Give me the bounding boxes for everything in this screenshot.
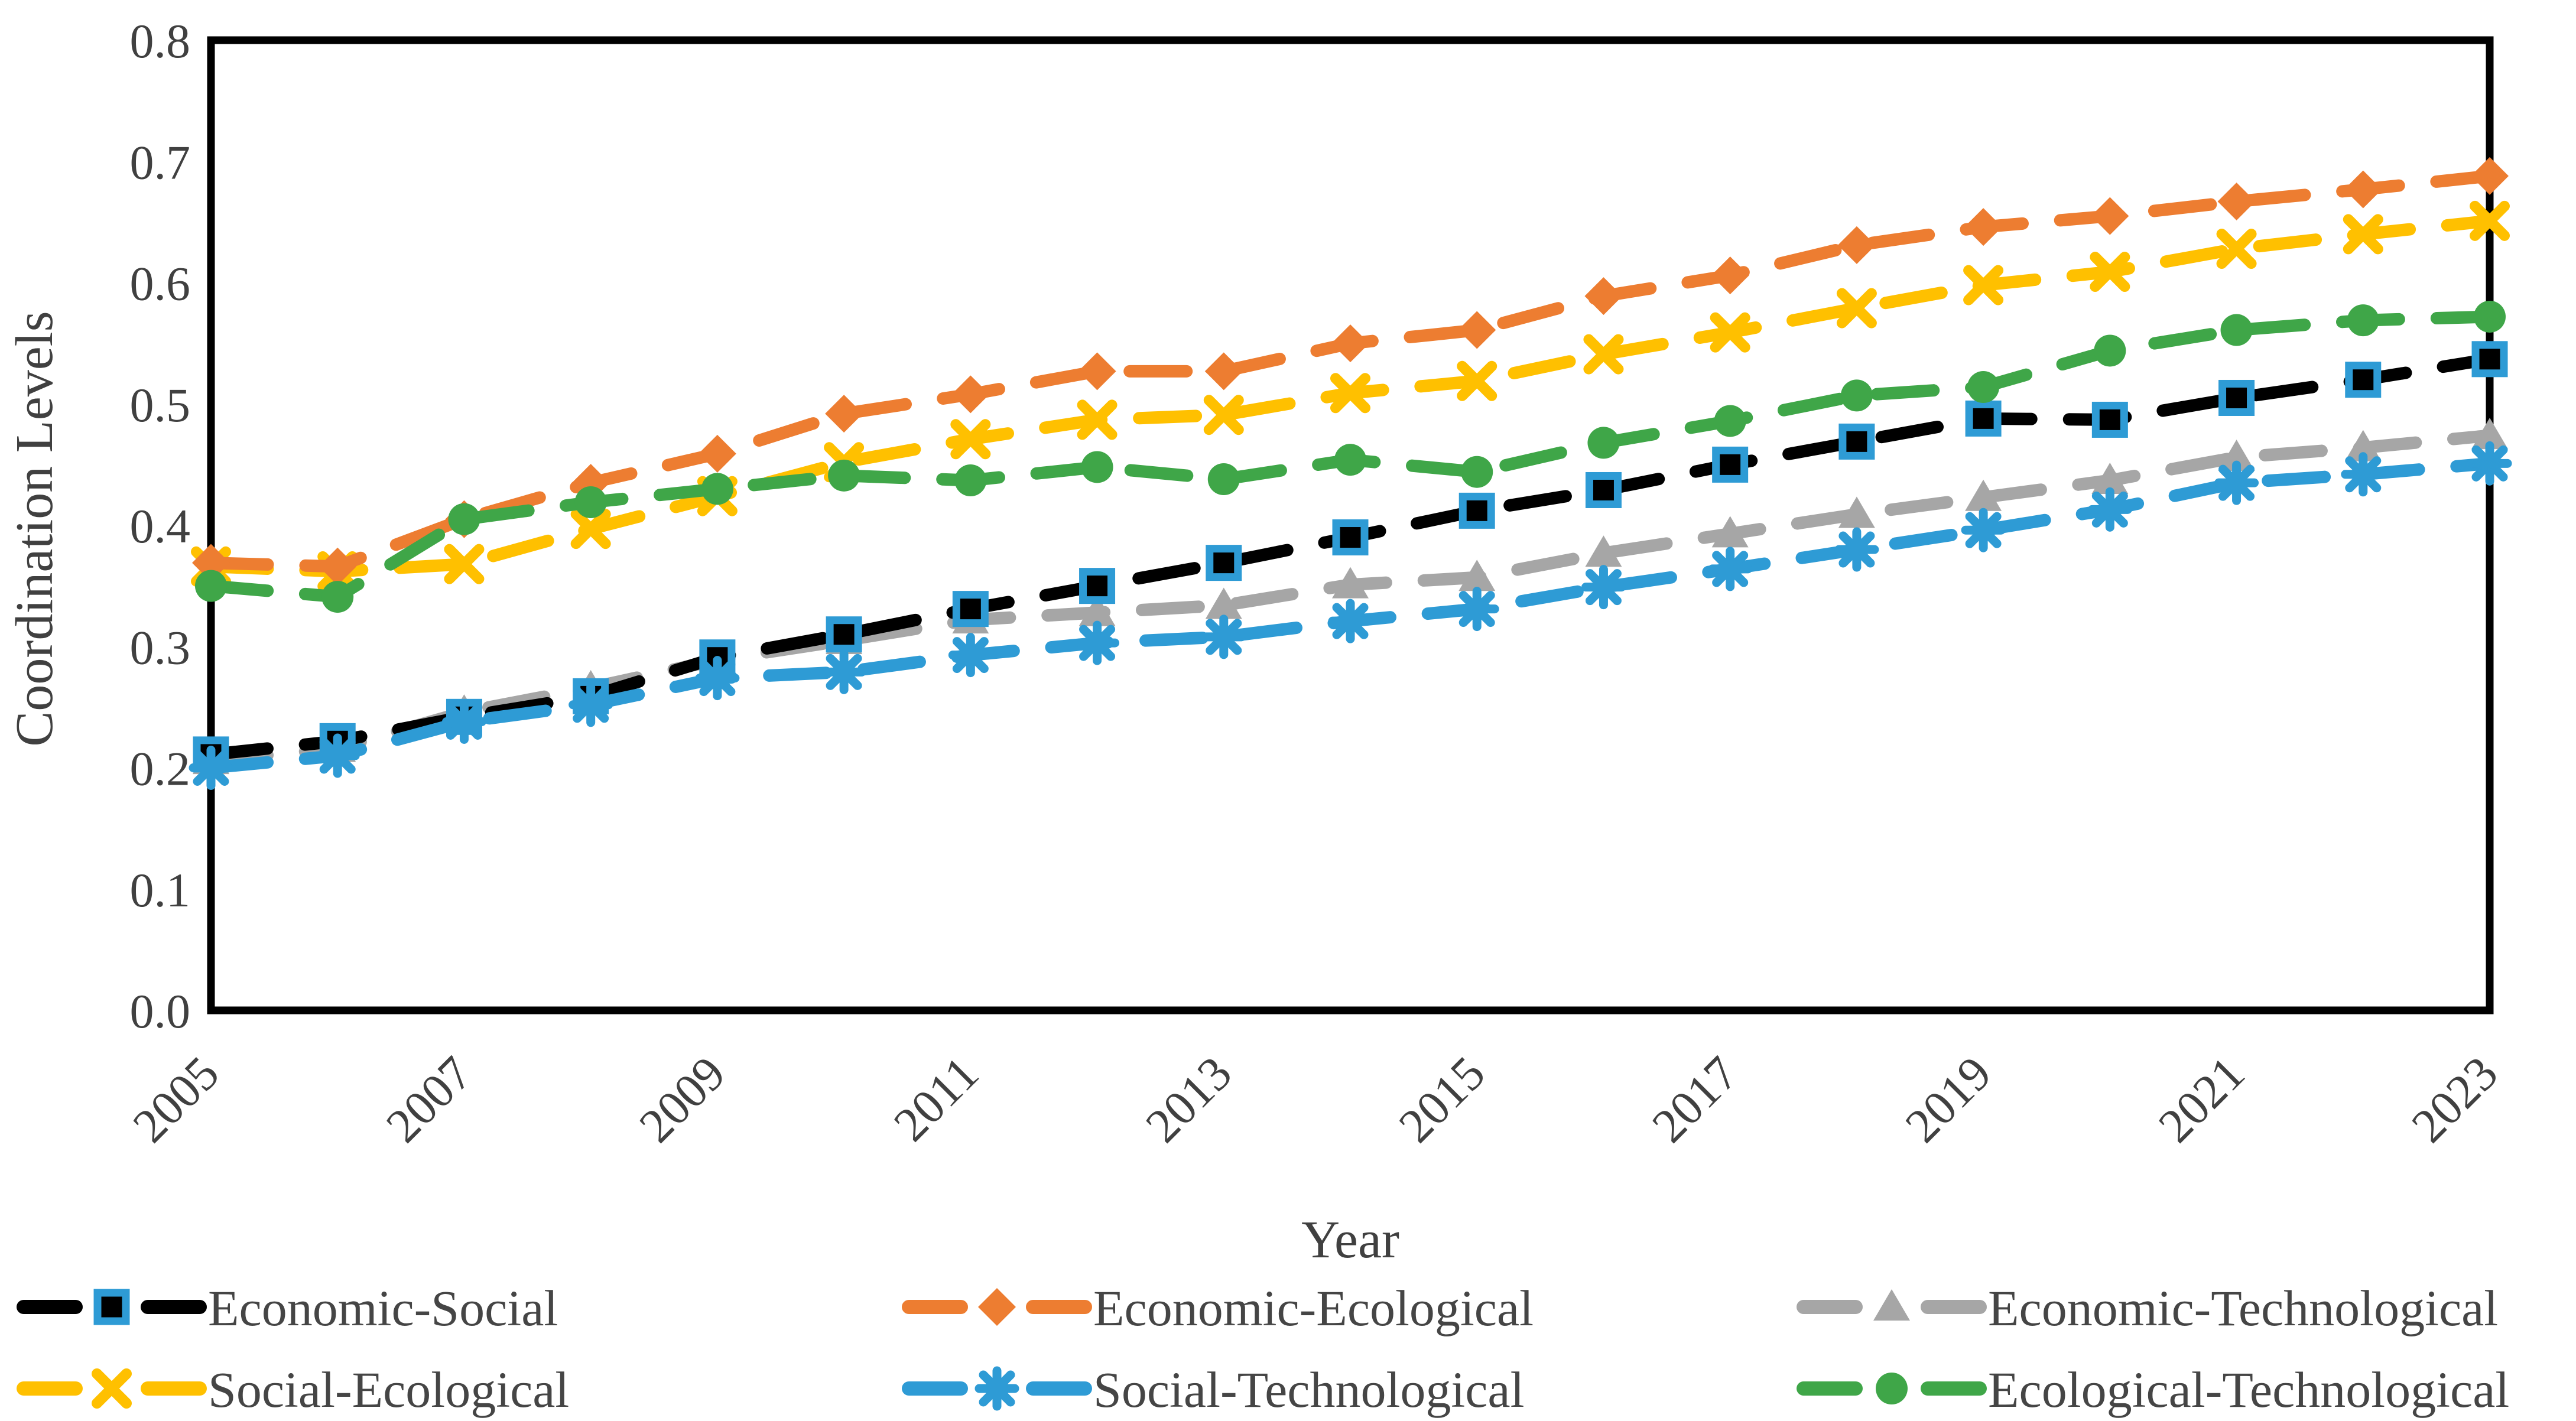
x-tick-label: 2021 xyxy=(2148,1046,2255,1152)
legend-label-social-technological: Social-Technological xyxy=(1093,1361,1525,1418)
x-tick-label: 2017 xyxy=(1642,1046,1748,1152)
legend-key-economic-social xyxy=(17,1289,207,1325)
y-axis-title: Coordination Levels xyxy=(5,311,64,746)
y-tick-label: 0.8 xyxy=(130,14,191,68)
series-ecological-technological xyxy=(195,300,2506,613)
plot-frame xyxy=(207,36,2494,1014)
y-axis-tick-labels: 0.0 0.1 0.2 0.3 0.4 0.5 0.6 0.7 0.8 xyxy=(130,14,191,1038)
x-tick-label: 2007 xyxy=(376,1046,482,1152)
x-tick-label: 2023 xyxy=(2401,1046,2507,1152)
legend-key-social-technological xyxy=(902,1366,1092,1411)
legend-key-economic-ecological xyxy=(902,1288,1092,1326)
legend: Economic-Social Economic-Ecological Econ… xyxy=(17,1280,2509,1418)
y-tick-label: 0.3 xyxy=(130,620,191,674)
x-tick-label: 2019 xyxy=(1895,1046,2002,1152)
legend-label-social-ecological: Social-Ecological xyxy=(208,1361,569,1418)
y-tick-label: 0.5 xyxy=(130,378,191,432)
legend-label-economic-ecological: Economic-Ecological xyxy=(1093,1280,1534,1337)
y-tick-label: 0.6 xyxy=(130,257,191,311)
y-tick-label: 0.0 xyxy=(130,984,191,1038)
y-tick-label: 0.1 xyxy=(130,863,191,917)
legend-label-economic-social: Economic-Social xyxy=(208,1280,558,1337)
y-tick-label: 0.7 xyxy=(130,135,191,189)
legend-key-economic-technological xyxy=(1797,1289,1987,1321)
series-social-technological xyxy=(189,441,2512,790)
legend-label-economic-technological: Economic-Technological xyxy=(1988,1280,2498,1337)
series-markers xyxy=(195,300,2506,613)
x-tick-label: 2011 xyxy=(883,1046,989,1151)
legend-label-ecological-technological: Ecological-Technological xyxy=(1988,1361,2509,1418)
x-axis-title: Year xyxy=(1301,1211,1399,1269)
x-tick-label: 2009 xyxy=(629,1046,735,1152)
series-markers xyxy=(189,441,2512,790)
legend-key-ecological-technological xyxy=(1797,1373,1987,1404)
x-tick-label: 2005 xyxy=(122,1046,229,1152)
series-markers xyxy=(193,341,2508,773)
x-axis-tick-labels: 2005 2007 2009 2011 2013 2015 2017 2019 2021 2023 xyxy=(122,1046,2507,1152)
x-tick-label: 2015 xyxy=(1389,1046,1495,1152)
y-tick-label: 0.2 xyxy=(130,742,191,796)
legend-key-social-ecological xyxy=(17,1368,207,1409)
series-line xyxy=(204,170,2496,573)
series-line xyxy=(204,353,2496,761)
x-tick-label: 2013 xyxy=(1135,1046,1242,1152)
y-tick-label: 0.4 xyxy=(130,499,191,553)
